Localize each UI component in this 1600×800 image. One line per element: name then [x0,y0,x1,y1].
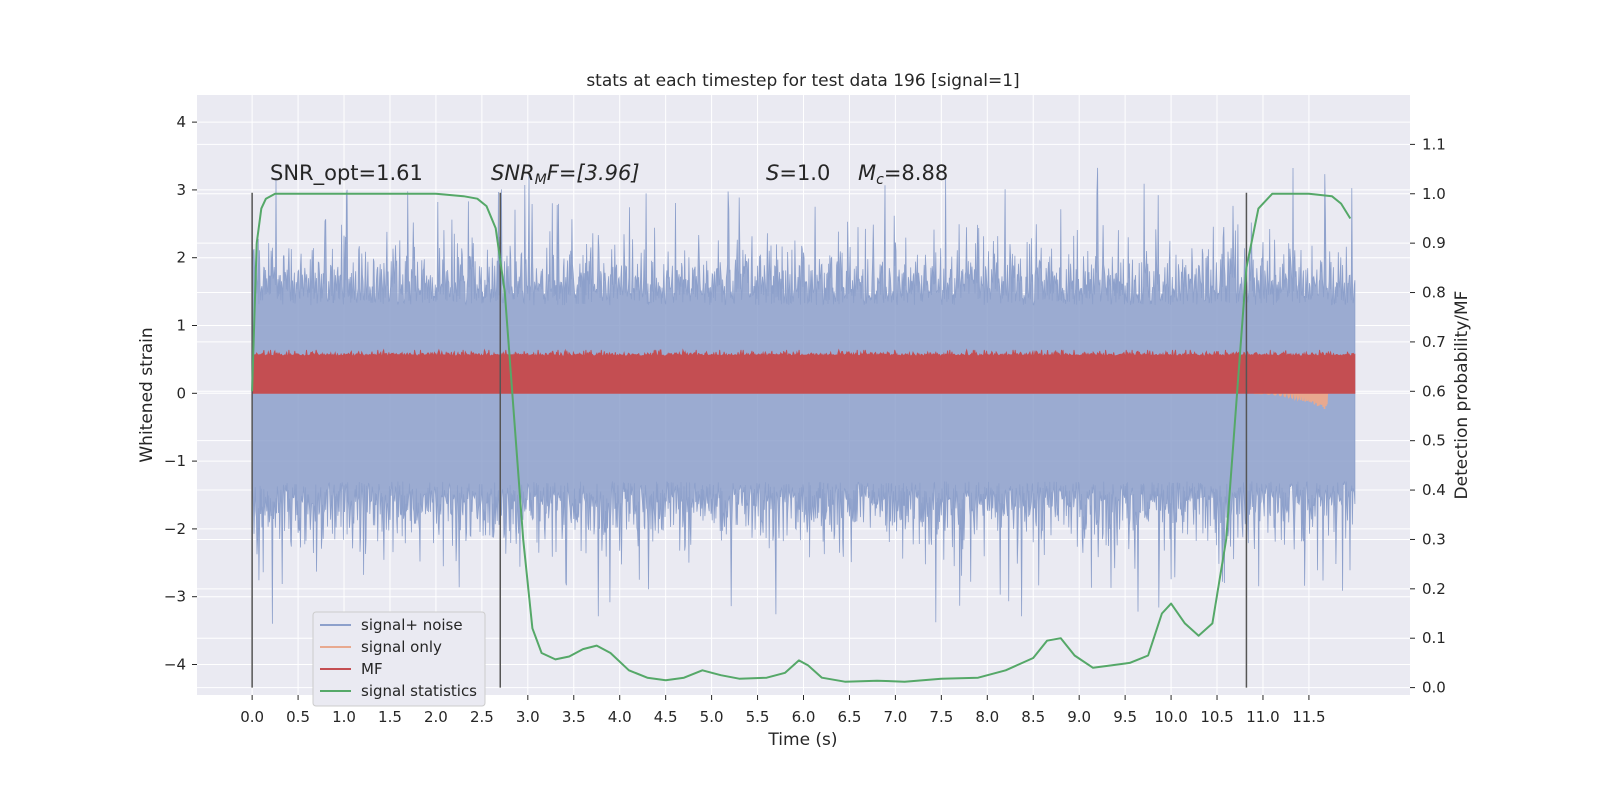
x-tick-label: 9.0 [1067,708,1091,726]
x-tick-label: 11.5 [1292,708,1325,726]
x-tick-label: 2.5 [470,708,494,726]
noise-band [251,167,1356,624]
x-tick-label: 3.0 [516,708,540,726]
x-tick-label: 8.5 [1021,708,1045,726]
y2-tick-label: 1.0 [1422,185,1446,203]
x-axis-label: Time (s) [767,730,837,750]
x-tick-label: 11.0 [1246,708,1279,726]
y2-tick-label: 0.5 [1422,432,1446,450]
y2-tick-label: 0.6 [1422,382,1446,400]
x-tick-label: 4.5 [654,708,678,726]
y2-tick-label: 0.2 [1422,580,1446,598]
y-axis-label: Whitened strain [137,327,157,462]
x-tick-label: 5.0 [700,708,724,726]
x-tick-label: 7.5 [929,708,953,726]
legend-label-signal-only: signal only [361,638,442,656]
x-tick-label: 4.0 [608,708,632,726]
legend-box [312,611,486,707]
y-tick-label: 1 [176,317,186,335]
annotation-s: S=1.0 [766,161,830,185]
y2-tick-label: 0.3 [1422,530,1446,548]
y2-tick-label: 0.4 [1422,481,1446,499]
series-signal-noise [251,167,1356,624]
x-tick-label: 0.5 [286,708,310,726]
x-tick-label: 10.0 [1154,708,1187,726]
y-tick-label: 4 [176,113,186,131]
legend-label-signal-noise: signal+ noise [361,616,463,634]
annotation-mc: Mc=8.88 [858,161,948,188]
chart-title: stats at each timestep for test data 196… [586,71,1019,91]
y-tick-label: −3 [164,588,186,606]
y-tick-label: −1 [164,452,186,470]
y-tick-label: 2 [176,249,186,267]
y2-tick-label: 0.9 [1422,234,1446,252]
series-signal-statistics [251,192,1352,683]
y2-axis-label: Detection probability/MF [1452,291,1472,500]
x-tick-label: 9.5 [1113,708,1137,726]
x-tick-label: 0.0 [240,708,264,726]
annotations: SNR_opt=1.61 SNRMF=[3.96] S=1.0 Mc=8.88 [270,161,948,188]
x-tick-label: 8.0 [975,708,999,726]
y-tick-label: −4 [164,655,186,673]
legend-label-signal-statistics: signal statistics [361,682,477,700]
x-tick-label: 5.5 [746,708,770,726]
y-tick-label: 3 [176,181,186,199]
y-ticks: 4 3 2 1 0 −1 −2 −3 −4 [164,113,197,673]
x-tick-label: 1.5 [378,708,402,726]
x-tick-label: 3.5 [562,708,586,726]
y2-tick-label: 0.0 [1422,679,1446,697]
y2-ticks: 1.1 1.0 0.9 0.8 0.7 0.6 0.5 0.4 0.3 0.2 0.1 0.0 [1410,135,1446,697]
x-tick-label: 1.0 [332,708,356,726]
x-tick-label: 6.5 [838,708,862,726]
y2-tick-label: 0.7 [1422,333,1446,351]
legend-label-mf: MF [361,660,383,678]
series-mf [251,348,1356,394]
mf-band [251,348,1356,394]
annotation-snr-opt: SNR_opt=1.61 [270,161,423,186]
x-tick-label: 10.5 [1200,708,1233,726]
signal-statistics-line [251,192,1352,683]
legend: signal+ noise signal only MF signal stat… [312,611,486,707]
y2-tick-label: 1.1 [1422,135,1446,153]
y-tick-label: 0 [176,384,186,402]
annotation-snr-mf: SNRMF=[3.96] [491,161,640,188]
y2-tick-label: 0.8 [1422,284,1446,302]
x-ticks: 0.0 0.5 1.0 1.5 2.0 2.5 3.0 3.5 4.0 4.5 5.0 5.5 6.0 6… [240,695,1326,726]
y-tick-label: −2 [164,520,186,538]
x-tick-label: 7.0 [883,708,907,726]
y2-tick-label: 0.1 [1422,629,1446,647]
x-tick-label: 2.0 [424,708,448,726]
x-tick-label: 6.0 [792,708,816,726]
